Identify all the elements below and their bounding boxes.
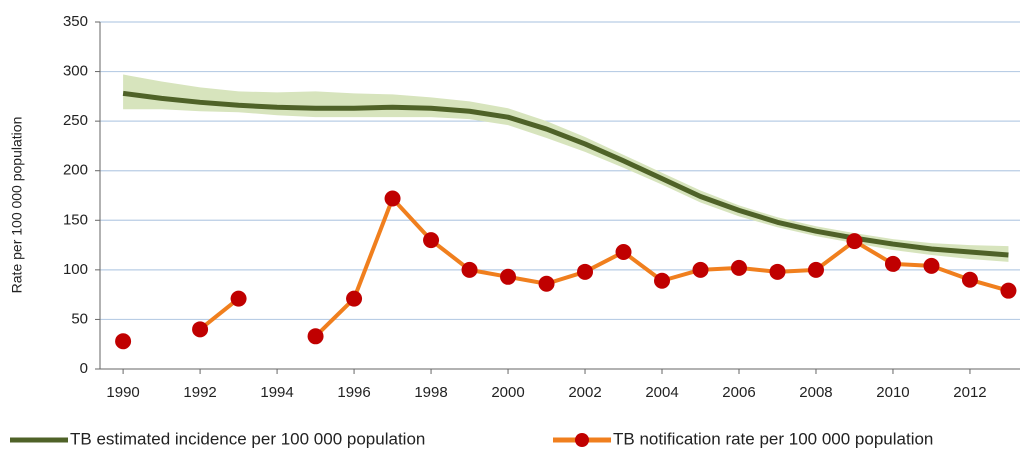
x-tick-label: 1990 xyxy=(106,384,139,401)
y-axis-label: Rate per 100 000 population xyxy=(9,117,25,294)
marker xyxy=(384,190,401,207)
x-tick-label: 2008 xyxy=(799,384,832,401)
x-tick-label: 1994 xyxy=(260,384,293,401)
marker xyxy=(769,263,786,280)
series-line xyxy=(198,297,240,331)
marker xyxy=(730,259,747,276)
marker xyxy=(923,257,940,274)
series-line xyxy=(122,90,1009,258)
marker xyxy=(230,290,247,307)
y-tick-label: 200 xyxy=(63,162,88,179)
y-tick-label: 250 xyxy=(63,112,88,129)
x-tick-label: 1998 xyxy=(414,384,447,401)
marker xyxy=(884,255,901,272)
marker xyxy=(461,261,478,278)
y-tick-label: 0 xyxy=(80,360,88,377)
marker xyxy=(846,233,863,250)
x-tick-label: 1992 xyxy=(183,384,216,401)
y-tick-label: 350 xyxy=(63,13,88,30)
marker xyxy=(1000,282,1017,299)
marker xyxy=(538,275,555,292)
marker xyxy=(961,271,978,288)
marker xyxy=(654,272,671,289)
x-tick-label: 2004 xyxy=(645,384,678,401)
marker xyxy=(423,232,440,249)
marker xyxy=(692,261,709,278)
marker xyxy=(307,328,324,345)
y-tick-label: 50 xyxy=(71,310,88,327)
y-tick-label: 300 xyxy=(63,63,88,80)
marker xyxy=(615,244,632,261)
marker xyxy=(807,261,824,278)
x-tick-label: 1996 xyxy=(337,384,370,401)
marker xyxy=(500,268,517,285)
y-tick-label: 100 xyxy=(63,261,88,278)
series-line xyxy=(314,196,1009,338)
uncertainty-band xyxy=(123,74,1009,262)
x-tick-label: 2002 xyxy=(568,384,601,401)
legend-label: TB notification rate per 100 000 populat… xyxy=(613,429,933,448)
legend-label: TB estimated incidence per 100 000 popul… xyxy=(70,429,425,448)
x-tick-label: 2012 xyxy=(953,384,986,401)
marker xyxy=(192,321,209,338)
x-tick-label: 2006 xyxy=(722,384,755,401)
y-tick-label: 150 xyxy=(63,211,88,228)
x-tick-label: 2000 xyxy=(491,384,524,401)
x-tick-label: 2010 xyxy=(876,384,909,401)
marker xyxy=(346,290,363,307)
marker xyxy=(115,333,132,350)
marker xyxy=(577,263,594,280)
legend-marker xyxy=(575,433,589,447)
